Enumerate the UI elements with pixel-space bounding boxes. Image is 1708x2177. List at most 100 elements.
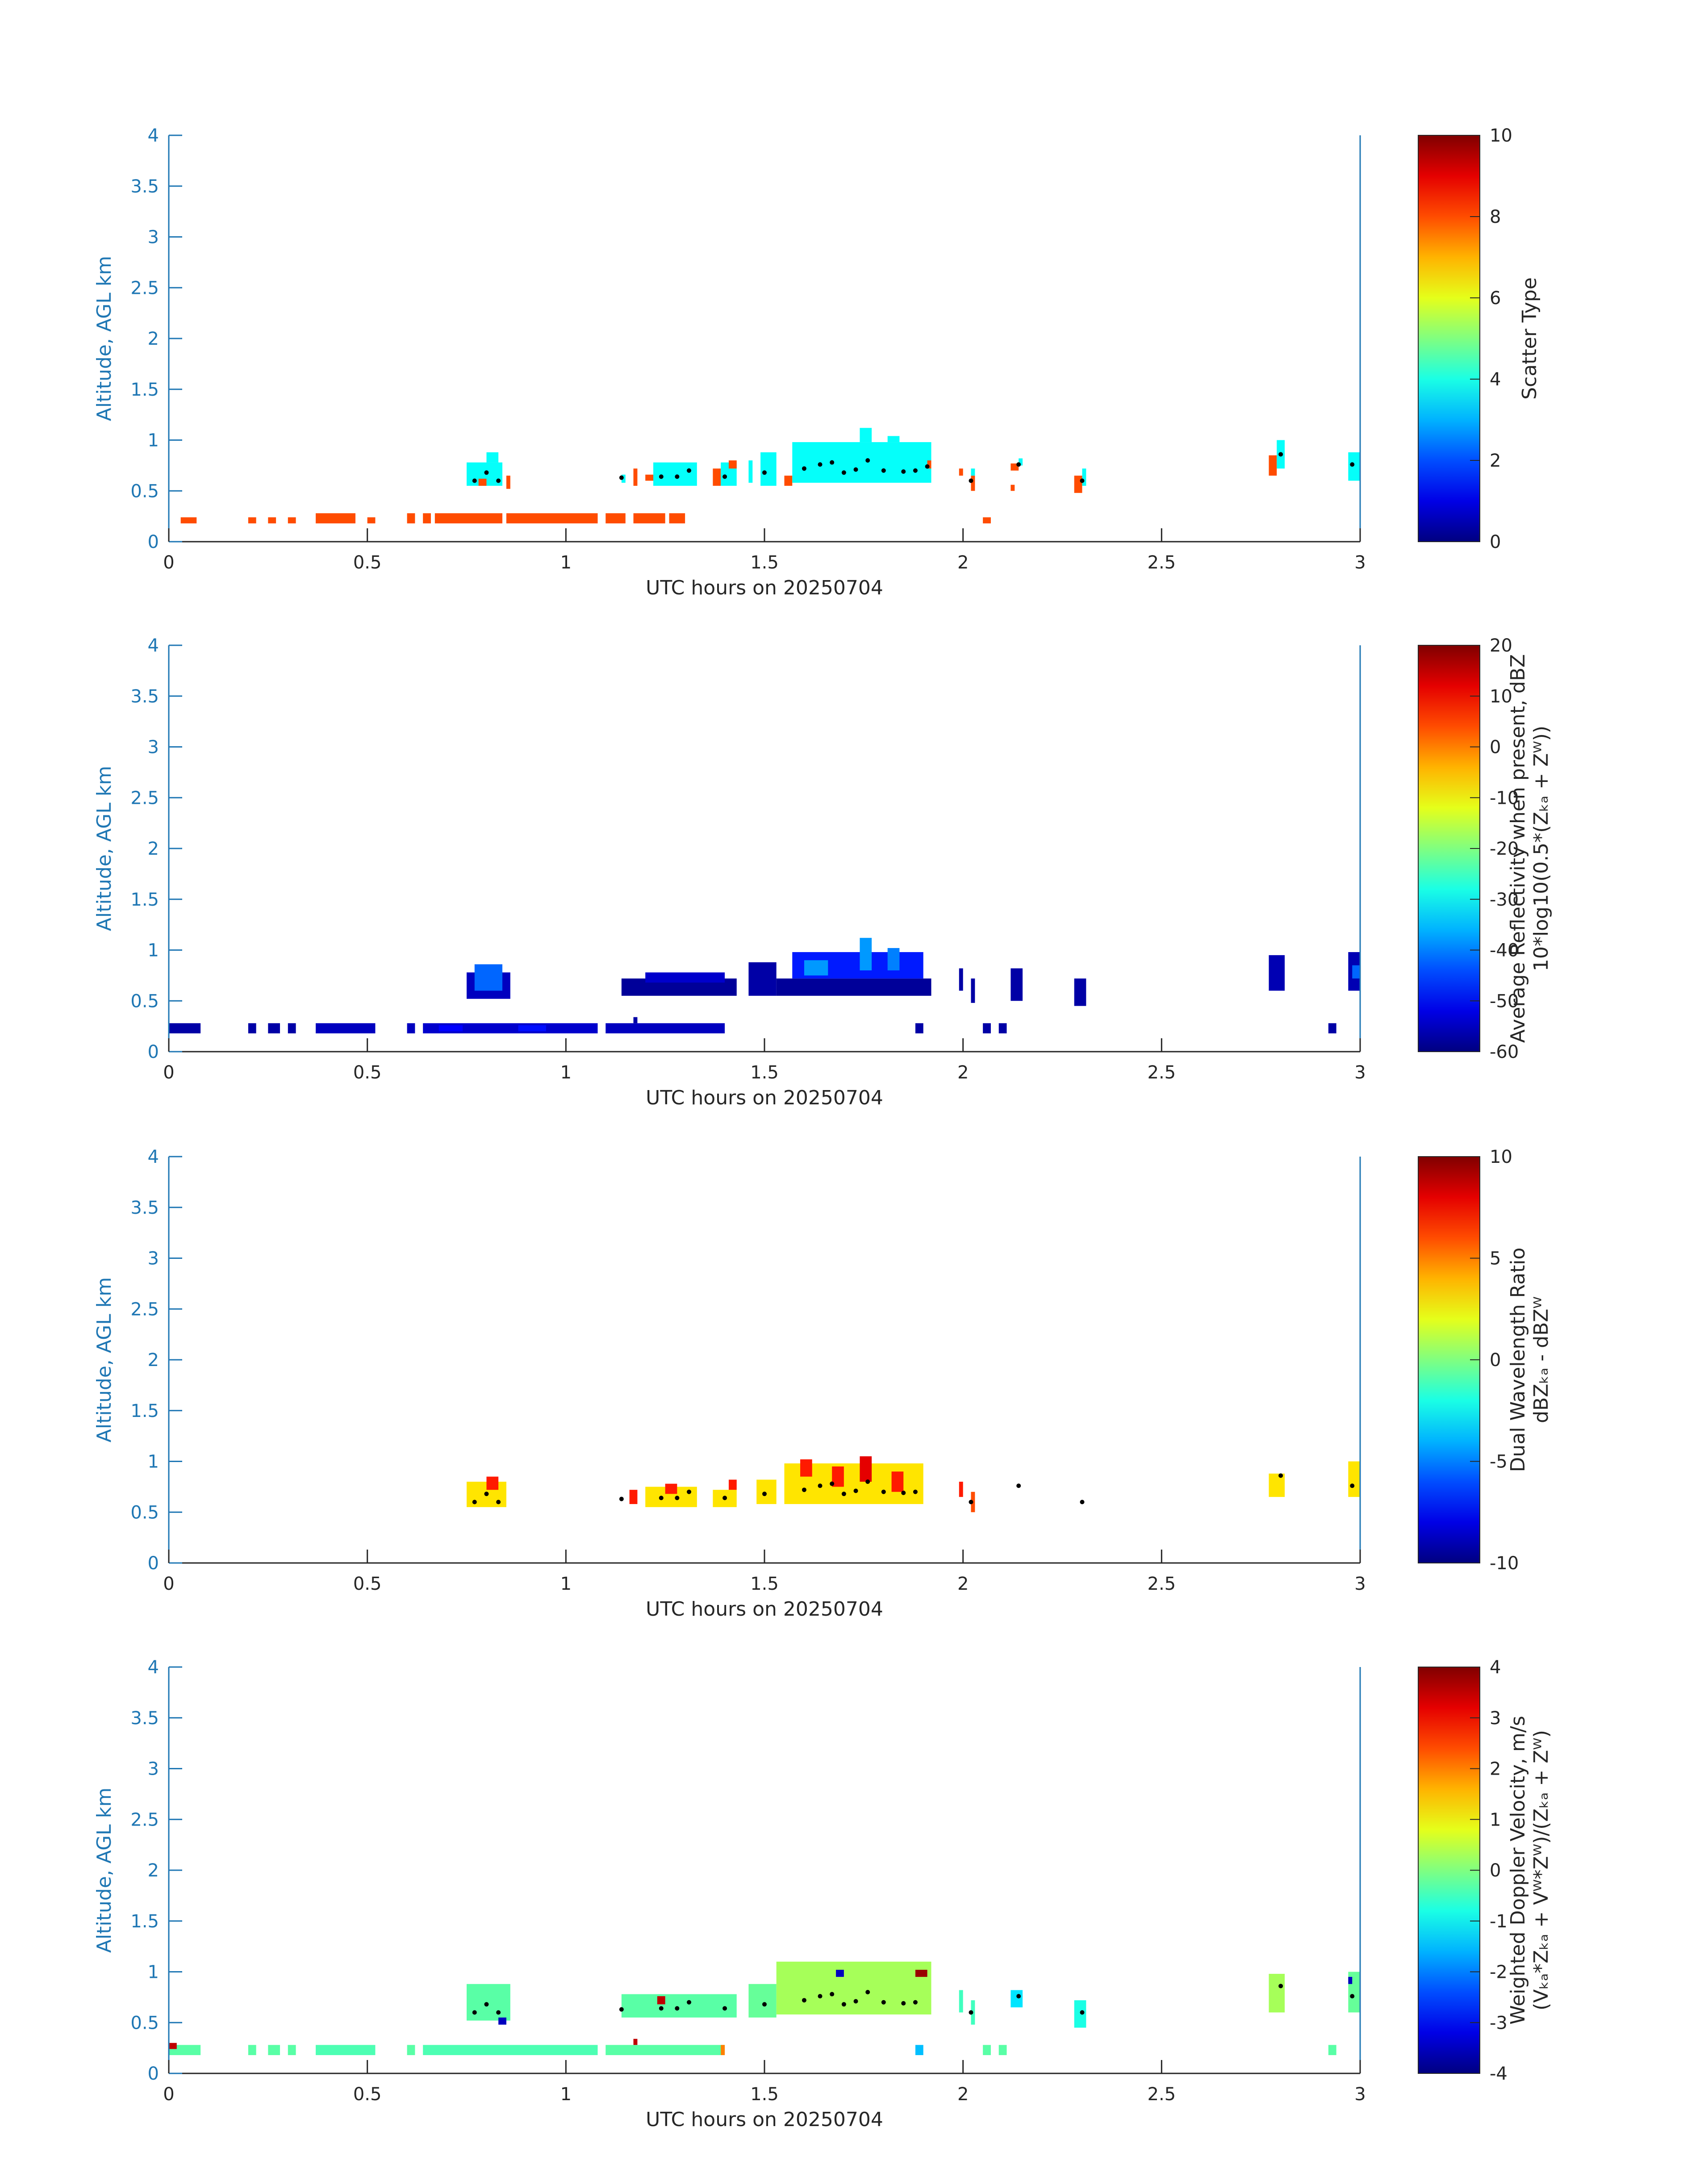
x-tick-label: 0 — [163, 2084, 174, 2105]
cloud-base-marker — [675, 1496, 680, 1500]
echo-cell — [1269, 955, 1285, 991]
colorbar-tick-label: -3 — [1490, 2013, 1508, 2033]
colorbar-tick-label: -10 — [1490, 1553, 1519, 1574]
cloud-base-marker — [818, 1483, 823, 1488]
echo-cell — [915, 1023, 923, 1034]
cloud-base-marker — [687, 468, 692, 473]
x-tick-label: 1.5 — [750, 552, 779, 573]
x-tick-label: 2 — [957, 552, 969, 573]
cloud-base-marker — [901, 2001, 906, 2006]
colorbar-label: 10*log10(0.5*(Zₖₐ + Zᵂ)) — [1530, 726, 1553, 971]
y-tick-label: 1.5 — [130, 1401, 159, 1421]
echo-cell — [434, 513, 503, 524]
colorbar-tick-label: -1 — [1490, 1911, 1508, 1932]
colorbar-tick-label: 20 — [1490, 635, 1512, 656]
cloud-base-marker — [484, 1492, 489, 1496]
echo-cell — [316, 513, 355, 524]
echo-cell — [268, 2045, 280, 2056]
colorbar-tick-label: -30 — [1490, 890, 1519, 910]
colorbar-tick-label: 2 — [1490, 451, 1501, 471]
echo-cell — [1348, 1976, 1353, 1984]
x-tick-label: 2.5 — [1148, 1062, 1176, 1083]
cloud-base-marker — [881, 2000, 886, 2005]
cloud-base-marker — [802, 1488, 806, 1492]
cloud-base-marker — [472, 2010, 477, 2015]
echo-cell — [180, 517, 197, 524]
echo-cell — [728, 460, 737, 469]
echo-cell — [423, 513, 431, 524]
echo-cell — [606, 1023, 725, 1034]
echo-cell — [407, 513, 415, 524]
echo-cell — [860, 1456, 872, 1482]
y-tick-label: 0.5 — [130, 481, 159, 501]
x-tick-label: 3 — [1354, 2084, 1366, 2105]
y-tick-label: 1.5 — [130, 890, 159, 910]
y-axis-label: Altitude, AGL km — [93, 256, 116, 421]
x-tick-label: 0 — [163, 1062, 174, 1083]
echo-cell — [1328, 2045, 1336, 2056]
colorbar-label: Weighted Doppler Velocity, m/s — [1507, 1716, 1529, 2025]
echo-cell — [633, 1017, 638, 1024]
cloud-base-marker — [802, 466, 806, 471]
cloud-base-marker — [1278, 452, 1283, 457]
y-tick-label: 2 — [148, 1350, 159, 1371]
y-tick-label: 1 — [148, 940, 159, 961]
cloud-base-marker — [762, 470, 767, 475]
cloud-base-marker — [830, 460, 835, 465]
plot-area — [180, 428, 1360, 524]
echo-cell — [407, 1023, 415, 1034]
echo-cell — [486, 1476, 499, 1490]
cloud-base-marker — [1350, 1483, 1355, 1488]
colorbar-tick-label: 4 — [1490, 1657, 1501, 1678]
echo-cell — [1328, 1023, 1336, 1034]
cloud-base-marker — [619, 2007, 624, 2012]
cloud-base-marker — [830, 1481, 835, 1486]
cloud-base-marker — [818, 1994, 823, 1999]
x-tick-label: 1.5 — [750, 1574, 779, 1594]
cloud-base-marker — [619, 475, 624, 480]
echo-cell — [268, 1023, 280, 1034]
cloud-base-marker — [659, 2006, 664, 2011]
x-tick-label: 1 — [560, 552, 572, 573]
cloud-base-marker — [865, 1990, 870, 1994]
echo-cell — [316, 1023, 376, 1034]
cloud-base-marker — [881, 468, 886, 473]
y-axis-label: Altitude, AGL km — [93, 1277, 116, 1442]
cloud-base-marker — [913, 468, 918, 473]
cloud-base-marker — [841, 1492, 846, 1496]
cloud-base-marker — [901, 1491, 906, 1496]
cloud-base-marker — [675, 2006, 680, 2011]
colorbar-tick-label: 0 — [1490, 1860, 1501, 1881]
echo-cell — [316, 2045, 376, 2056]
echo-cell — [748, 460, 753, 483]
x-axis-label: UTC hours on 20250704 — [646, 1598, 883, 1621]
y-tick-label: 1 — [148, 1452, 159, 1472]
cloud-base-marker — [853, 1488, 858, 1493]
echo-cell — [629, 1490, 638, 1504]
cloud-base-marker — [1278, 1473, 1283, 1478]
echo-cell — [633, 2039, 638, 2045]
cloud-base-marker — [687, 1489, 692, 1494]
echo-cell — [748, 962, 777, 996]
panel-2: 0 0.5 1 1.5 2 2.5 3 3.5 4 0 0.5 1 1.5 2 2.5 3 UTC hours … — [93, 635, 1553, 1109]
colorbar-tick-label: 0 — [1490, 532, 1501, 552]
x-axis-label: UTC hours on 20250704 — [646, 1086, 883, 1109]
y-tick-label: 0 — [148, 2064, 159, 2084]
echo-cell — [506, 476, 510, 489]
x-tick-label: 2 — [957, 1574, 969, 1594]
echo-cell — [756, 1479, 777, 1504]
colorbar-label: Dual Wavelength Ratio — [1507, 1248, 1529, 1472]
echo-cell — [998, 1023, 1007, 1034]
echo-cell — [959, 468, 963, 476]
y-tick-label: 1.5 — [130, 380, 159, 400]
colorbar — [1418, 1667, 1480, 2074]
cloud-base-marker — [722, 474, 727, 479]
cloud-base-marker — [969, 1500, 973, 1504]
x-tick-label: 3 — [1354, 552, 1366, 573]
y-tick-label: 4 — [148, 125, 159, 146]
echo-cell — [1269, 455, 1277, 476]
plot-area — [169, 1961, 1360, 2056]
echo-cell — [665, 1483, 677, 1494]
cloud-base-marker — [1016, 1483, 1021, 1488]
echo-cell — [915, 1969, 927, 1977]
